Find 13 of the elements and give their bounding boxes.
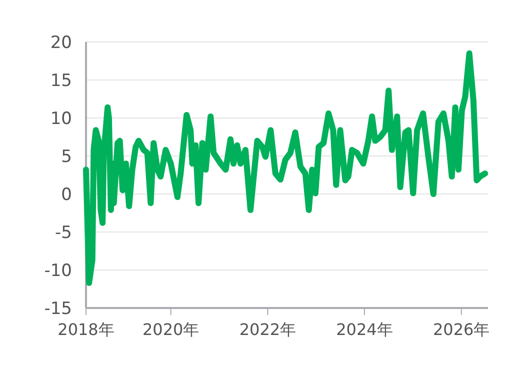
y-tick-label: 0 [61,185,72,205]
x-tick-label: 2020年 [142,320,200,339]
y-tick-label: 10 [50,109,72,129]
y-tick-label: -15 [44,299,72,319]
y-tick-label: -5 [55,223,72,243]
y-tick-label: 15 [50,71,72,91]
x-tick-label: 2026年 [433,320,490,339]
y-tick-label: -10 [44,261,72,281]
y-tick-label: 5 [61,147,72,167]
x-tick-label: 2024年 [336,320,393,339]
x-tick-label: 2018年 [58,320,114,339]
y-tick-label: 20 [50,33,72,53]
x-tick-label: 2022年 [239,320,296,339]
